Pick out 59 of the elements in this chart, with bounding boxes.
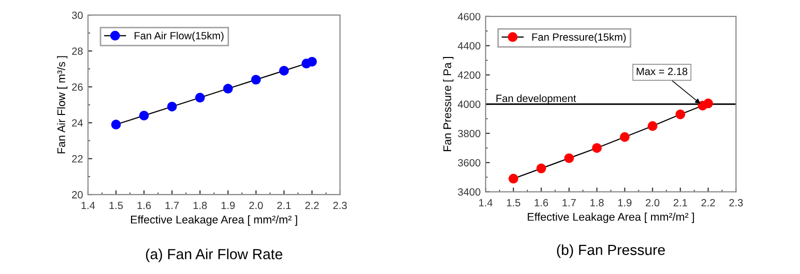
x-tick-label: 1.4 (82, 202, 95, 210)
y-axis-title: Fan Pressure [ Pa ] (443, 57, 454, 152)
y-tick-label: 4200 (458, 71, 480, 79)
x-tick-label: 2.2 (305, 202, 319, 210)
point (111, 120, 121, 130)
x-axis-title: Effective Leakage Area [ mm²/m² ] (528, 212, 694, 223)
x-tick-label: 1.8 (194, 202, 207, 210)
y-tick-label: 28 (72, 47, 83, 55)
x-tick-label: 2.3 (333, 202, 347, 210)
point (251, 74, 261, 85)
point (703, 98, 714, 108)
x-tick-label: 1.6 (138, 202, 151, 210)
point (279, 66, 289, 76)
y-tick-label: 3600 (458, 159, 480, 166)
x-tick-label: 2.2 (701, 199, 715, 206)
point (508, 174, 518, 184)
y-tick-label: 3800 (458, 130, 480, 138)
y-tick-label: 24 (72, 119, 83, 127)
x-tick-label: 1.6 (534, 199, 548, 206)
y-tick-label: 26 (72, 83, 83, 91)
point (223, 84, 233, 94)
legend-label: Fan Air Flow(15km) (134, 32, 224, 42)
y-tick-label: 30 (72, 12, 83, 19)
y-tick-label: 22 (72, 155, 83, 162)
point (536, 164, 546, 174)
x-tick-label: 2.1 (674, 199, 688, 206)
x-tick-label: 2.3 (729, 199, 743, 206)
text: (b) Fan Pressure (557, 244, 665, 258)
point (675, 109, 686, 120)
x-tick-label: 2.1 (277, 202, 291, 210)
x-tick-label: 1.7 (562, 199, 576, 206)
point (307, 56, 317, 67)
x-tick-label: 1.9 (222, 202, 235, 210)
point (167, 102, 177, 112)
y-tick-label: 3400 (458, 188, 480, 196)
y-axis-title: Fan Air Flow [ m³/s ] (57, 56, 68, 154)
text: (a) Fan Air Flow Rate (146, 248, 282, 262)
y-tick-label: 4000 (458, 100, 480, 108)
x-tick-label: 1.4 (479, 199, 493, 206)
point (195, 92, 205, 102)
point (564, 153, 574, 164)
annotation: Max = 2.18 (636, 68, 688, 76)
y-tick-label: 4600 (458, 12, 480, 20)
x-tick-label: 1.9 (618, 199, 632, 206)
y-tick-label: 20 (72, 191, 83, 198)
x-tick-label: 2.0 (646, 199, 660, 206)
x-tick-label: 1.5 (110, 202, 123, 210)
x-tick-label: 1.7 (166, 202, 179, 210)
point (139, 110, 149, 120)
x-tick-label: 1.5 (506, 199, 520, 206)
y-tick-label: 4400 (458, 42, 480, 50)
ref-line-label: Fan development (496, 94, 576, 104)
point (592, 143, 602, 153)
x-tick-label: 1.8 (590, 199, 604, 206)
x-axis-title: Effective Leakage Area [ mm²/m² ] (131, 215, 298, 226)
point (648, 121, 658, 131)
legend-label: Fan Pressure(15km) (532, 33, 626, 43)
x-tick-label: 2.0 (249, 202, 263, 210)
point (620, 132, 630, 142)
